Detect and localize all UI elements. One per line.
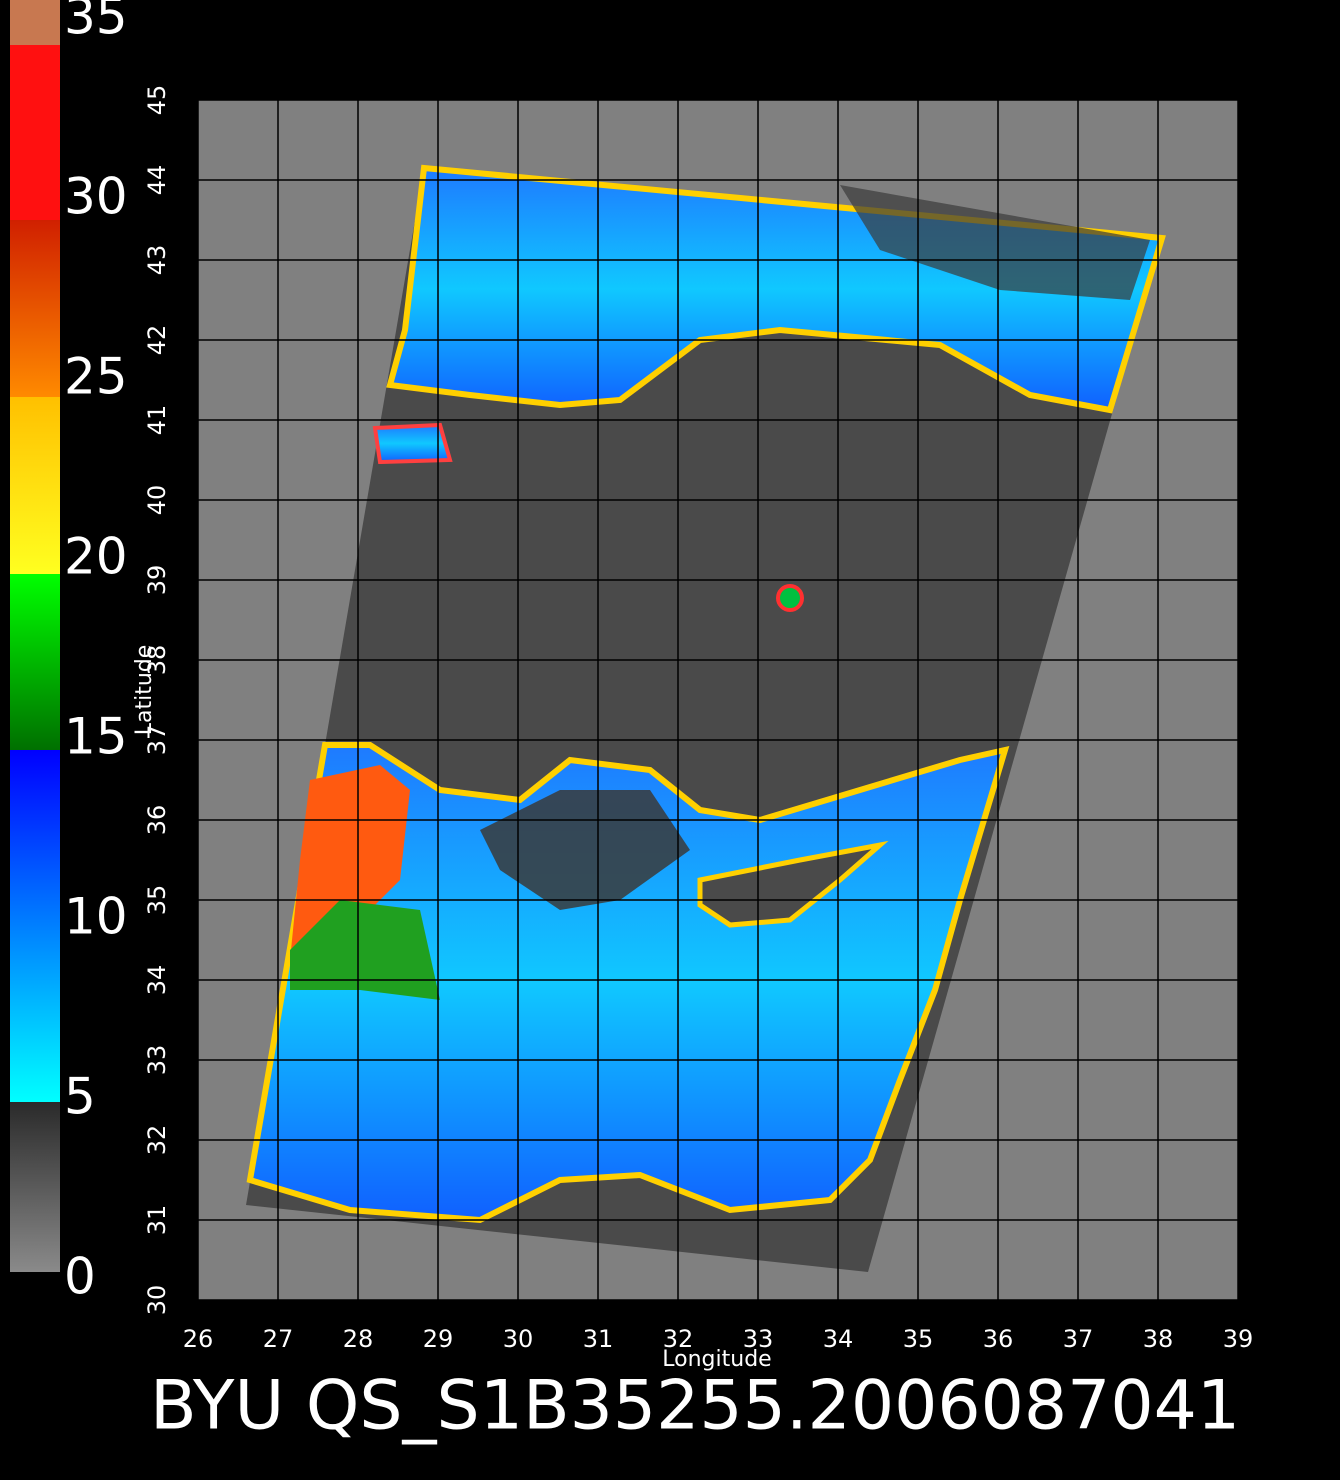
- x-tick-label: 29: [423, 1325, 454, 1353]
- lake: [776, 584, 804, 612]
- x-tick-label: 39: [1223, 1325, 1254, 1353]
- colorbar-tick-label: 0: [64, 1248, 96, 1306]
- y-tick-label: 30: [143, 1285, 171, 1316]
- colorbar-segment: [10, 397, 60, 574]
- x-tick-label: 35: [903, 1325, 934, 1353]
- colorbar-segment: [10, 220, 60, 397]
- marmara: [372, 422, 453, 465]
- x-tick-label: 27: [263, 1325, 294, 1353]
- x-tick-label: 36: [983, 1325, 1014, 1353]
- y-tick-label: 42: [143, 325, 171, 356]
- colorbar-tick-label: 35: [64, 0, 128, 46]
- colorbar-segment: [10, 1102, 60, 1272]
- y-tick-label: 43: [143, 245, 171, 276]
- x-tick-label: 37: [1063, 1325, 1094, 1353]
- y-tick-label: 45: [143, 85, 171, 116]
- colorbar-segment: [10, 0, 60, 45]
- y-tick-label: 38: [143, 645, 171, 676]
- y-tick-label: 32: [143, 1125, 171, 1156]
- y-tick-label: 35: [143, 885, 171, 916]
- colorbar-tick-label: 30: [64, 168, 128, 226]
- y-tick-label: 41: [143, 405, 171, 436]
- y-tick-label: 31: [143, 1205, 171, 1236]
- colorbar-segment: [10, 750, 60, 1102]
- colorbar: [10, 0, 60, 1272]
- colorbar-tick-label: 5: [64, 1068, 96, 1126]
- x-axis-label: Longitude: [662, 1347, 771, 1372]
- y-tick-label: 37: [143, 725, 171, 756]
- colorbar-tick-label: 20: [64, 528, 128, 586]
- colorbar-tick-label: 15: [64, 708, 128, 766]
- x-tick-label: 32: [663, 1325, 694, 1353]
- y-axis-label: Latitude: [132, 645, 157, 736]
- y-tick-label: 36: [143, 805, 171, 836]
- x-tick-label: 33: [743, 1325, 774, 1353]
- colorbar-tick-label: 10: [64, 888, 128, 946]
- y-tick-label: 34: [143, 965, 171, 996]
- y-tick-label: 44: [143, 165, 171, 196]
- x-tick-label: 26: [183, 1325, 214, 1353]
- x-tick-label: 38: [1143, 1325, 1174, 1353]
- colorbar-tick-label: 25: [64, 348, 128, 406]
- colorbar-segment: [10, 45, 60, 220]
- x-tick-label: 34: [823, 1325, 854, 1353]
- x-tick-label: 30: [503, 1325, 534, 1353]
- x-tick-label: 28: [343, 1325, 374, 1353]
- y-tick-label: 39: [143, 565, 171, 596]
- axes: 26 27 28 29 30 31 32 33 34 35 36 37 38 39 30 31 32 33 34 35…: [143, 70, 1268, 1353]
- high-wind-area: [290, 765, 410, 960]
- colorbar-segment: [10, 574, 60, 750]
- x-tick-label: 31: [583, 1325, 614, 1353]
- chart-title: BYU QS_S1B35255.2006087041: [150, 1367, 1240, 1446]
- y-tick-label: 33: [143, 1045, 171, 1076]
- moderate-wind-area: [290, 900, 440, 1000]
- y-tick-label: 40: [143, 485, 171, 516]
